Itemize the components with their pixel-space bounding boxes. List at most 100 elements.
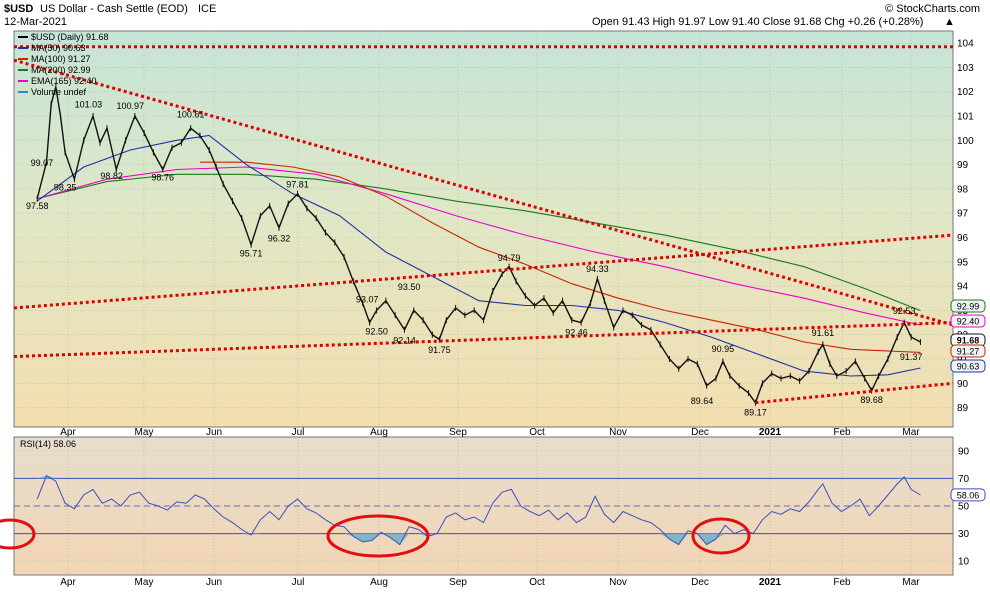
price-overlays [13,45,954,406]
highlight-circle [0,518,36,550]
legend-entry: Volume undef [31,87,87,97]
x-tick-label: Apr [60,577,76,588]
chart-date: 12-Mar-2021 [4,16,67,28]
x-tick-label: Feb [833,577,851,588]
price-annotation: 91.75 [428,345,451,355]
rsi-tick-label: 10 [958,557,970,568]
price-tick-label: 95 [957,257,969,268]
ohlc-summary: Open 91.43 High 91.97 Low 91.40 Close 91… [592,16,923,28]
price-annotation: 94.79 [498,253,521,263]
exchange-label: ICE [198,3,216,15]
price-annotation: 89.64 [691,396,714,406]
rsi-x-axis: Apr May Jun Jul Aug Sep Oct Nov Dec 2021 Feb Mar [60,577,920,588]
rsi-tick-label: 30 [958,529,970,540]
price-annotation: 94.33 [586,264,609,274]
rsi-badge-label: 58.06 [957,490,980,500]
price-annotation: 90.95 [712,344,735,354]
x-tick-label: Aug [370,427,388,438]
x-tick-label: Jun [206,577,222,588]
price-annotation: 98.35 [54,182,77,192]
rsi-badge [950,488,986,502]
legend-entry: $USD (Daily) 91.68 [31,32,109,42]
up-arrow-icon: ▲ [944,16,955,28]
price-annotation: 95.71 [240,249,263,259]
x-tick-label: Mar [902,577,920,588]
price-tick-label: 96 [957,233,969,244]
price-annotation: 92.53 [893,306,916,316]
price-tick-label: 104 [957,39,974,50]
price-annotation: 93.07 [356,295,379,305]
x-tick-label: Oct [529,577,545,588]
rsi-overlays: 58.06 [14,474,986,546]
price-annotation: 97.58 [26,201,49,211]
price-badge [950,299,986,313]
price-tick-label: 90 [957,379,969,390]
price-annotation: 92.46 [565,328,588,338]
instrument-name: US Dollar - Cash Settle (EOD) [40,3,188,15]
price-badge [950,314,986,328]
x-tick-label: Dec [691,427,709,438]
legend-entry: EMA(165) 92.40 [31,76,97,86]
x-tick-label: Feb [833,427,851,438]
price-grid [14,31,953,427]
price-badge-label: 92.99 [957,302,980,312]
x-tick-label: Nov [609,427,627,438]
ma50-line [36,134,921,377]
x-tick-label: Apr [60,427,76,438]
highlight-circle [326,514,430,558]
price-line [36,86,921,405]
x-tick-label: Mar [902,427,920,438]
copyright: © StockCharts.com [885,3,980,15]
highlight-circle [691,517,751,555]
rsi-line [36,474,921,546]
price-tick-label: 97 [957,209,969,220]
price-badge [950,344,986,358]
trendline [13,58,954,327]
price-annotations: 99.07 97.58 98.35 101.03 98.82 100.97 98.76 100… [26,99,922,417]
x-tick-label: Sep [449,577,467,588]
price-tick-label: 89 [957,403,969,414]
price-tick-label: 101 [957,112,974,123]
symbol-label: $USD [4,3,33,15]
trendline [13,233,954,310]
price-tick-label: 100 [957,136,974,147]
price-tick-label: 103 [957,63,974,74]
x-tick-label: Dec [691,577,709,588]
price-annotation: 100.61 [177,110,205,120]
price-annotation: 101.03 [75,99,103,109]
x-tick-label: Oct [529,427,545,438]
price-annotation: 92.14 [393,335,416,345]
price-annotation: 91.61 [812,328,835,338]
price-annotation: 99.07 [31,158,54,168]
price-annotation: 98.82 [100,171,123,181]
x-tick-label: Jul [292,427,305,438]
x-tick-label: May [135,427,154,438]
price-badge-label: 91.68 [957,336,980,346]
rsi-tick-label: 90 [958,446,970,457]
price-annotation: 89.68 [860,395,883,405]
x-tick-label: 2021 [759,427,782,438]
price-annotation: 96.32 [268,234,291,244]
rsi-tick-label: 70 [958,474,970,485]
trendline [13,321,954,359]
legend-entry: MA(100) 91.27 [31,54,91,64]
x-tick-label: 2021 [759,577,782,588]
price-tick-label: 98 [957,184,969,195]
price-x-axis: Apr May Jun Jul Aug Sep Oct Nov Dec 2021 Feb Mar [60,427,920,438]
price-annotation: 98.76 [151,172,174,182]
rsi-highlights [0,514,751,558]
rsi-axis: 10 30 50 70 90 [958,446,970,567]
price-badge-label: 91.27 [957,347,980,357]
x-tick-label: Aug [370,577,388,588]
x-tick-label: Jul [292,577,305,588]
price-badge-label: 90.63 [957,362,980,372]
x-tick-label: May [135,577,154,588]
price-annotation: 93.50 [398,282,421,292]
price-annotation: 100.97 [116,101,144,111]
ma200-line [37,173,921,312]
price-tick-label: 99 [957,160,969,171]
legend-entry: MA(200) 92.99 [31,65,91,75]
